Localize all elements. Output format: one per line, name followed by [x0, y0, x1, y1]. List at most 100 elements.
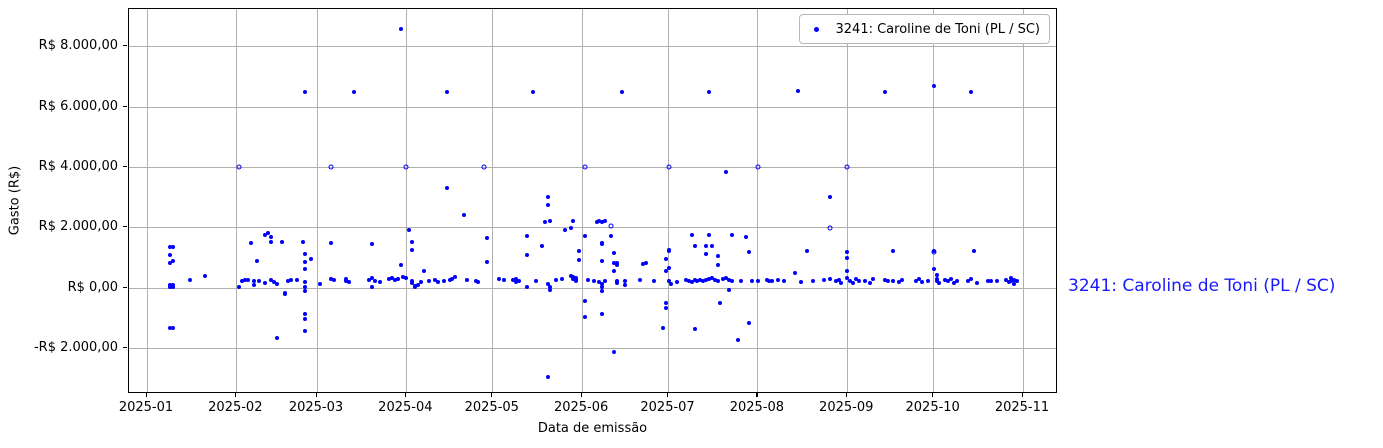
data-point [410, 248, 415, 252]
data-point [168, 260, 173, 265]
data-point [600, 289, 605, 293]
data-point [724, 170, 729, 175]
data-point [525, 234, 530, 239]
data-point [885, 279, 890, 284]
data-point [513, 276, 518, 281]
data-point [597, 279, 602, 284]
data-point [614, 260, 619, 265]
data-point [251, 282, 256, 287]
data-point [600, 242, 605, 247]
y-tick-mark [123, 286, 127, 288]
data-point [727, 278, 732, 282]
x-gridline [316, 9, 318, 392]
data-point [833, 279, 838, 284]
data-point [280, 240, 285, 245]
data-point [663, 257, 668, 262]
data-point [403, 164, 409, 170]
data-point [401, 274, 406, 279]
data-point [663, 300, 668, 305]
data-point [303, 279, 308, 284]
data-point [583, 298, 587, 303]
legend: 3241: Caroline de Toni (PL / SC) [798, 14, 1050, 44]
data-point [274, 336, 279, 341]
data-point [850, 281, 855, 286]
data-point [554, 278, 559, 282]
data-point [709, 276, 714, 281]
data-point [286, 279, 291, 284]
data-point [603, 219, 608, 224]
x-tick-mark [667, 393, 669, 397]
data-point [263, 232, 268, 237]
data-point [548, 284, 553, 289]
data-point [643, 260, 648, 265]
data-point [839, 281, 844, 286]
x-tick-label: 2025-10 [905, 400, 960, 415]
y-gridline [129, 46, 1056, 48]
data-point [770, 279, 775, 284]
data-point [747, 320, 752, 325]
data-point [827, 195, 832, 200]
data-point [781, 279, 786, 284]
data-point [577, 248, 582, 253]
data-point [943, 278, 948, 282]
data-point [303, 90, 308, 95]
data-point [934, 273, 939, 278]
data-point [663, 305, 668, 310]
data-point [692, 244, 697, 249]
data-point [706, 232, 711, 237]
x-tick-mark [580, 393, 582, 397]
y-gridline [129, 106, 1056, 108]
data-point [583, 314, 587, 319]
x-tick-mark [1021, 393, 1023, 397]
data-point [689, 232, 694, 237]
y-tick-mark [123, 226, 127, 228]
data-point [666, 279, 671, 284]
data-point [268, 278, 273, 282]
data-point [954, 279, 959, 284]
data-point [623, 279, 628, 284]
data-point [853, 276, 858, 281]
data-point [343, 276, 348, 281]
data-point [669, 282, 674, 287]
data-point [862, 279, 867, 284]
data-point [387, 276, 392, 281]
data-point [485, 260, 490, 265]
data-point [510, 278, 515, 282]
data-point [1012, 278, 1017, 282]
x-tick-label: 2025-09 [819, 400, 874, 415]
y-gridline [129, 227, 1056, 229]
data-point [539, 244, 544, 249]
data-point [721, 276, 726, 281]
data-point [738, 279, 743, 284]
data-point [476, 279, 481, 284]
data-point [496, 276, 501, 281]
x-tick-label: 2025-03 [288, 400, 344, 415]
data-point [600, 219, 605, 224]
data-point [623, 282, 628, 287]
data-point [516, 279, 521, 284]
data-point [844, 164, 850, 170]
legend-label: 3241: Caroline de Toni (PL / SC) [835, 21, 1041, 37]
data-point [300, 240, 305, 245]
data-point [1012, 282, 1017, 287]
data-point [620, 90, 625, 95]
data-point [614, 263, 619, 268]
data-point [303, 289, 308, 293]
data-point [660, 325, 665, 330]
data-point [525, 253, 530, 258]
data-point [969, 276, 974, 281]
data-point [248, 241, 253, 246]
data-point [481, 164, 487, 170]
data-point [804, 248, 809, 253]
data-point [974, 281, 979, 286]
x-tick-mark [315, 393, 317, 397]
data-point [969, 90, 974, 95]
data-point [986, 279, 991, 284]
data-point [937, 281, 942, 286]
data-point [485, 236, 490, 241]
data-point [266, 230, 271, 235]
x-gridline [581, 9, 583, 392]
data-point [245, 278, 250, 282]
data-point [882, 90, 887, 95]
